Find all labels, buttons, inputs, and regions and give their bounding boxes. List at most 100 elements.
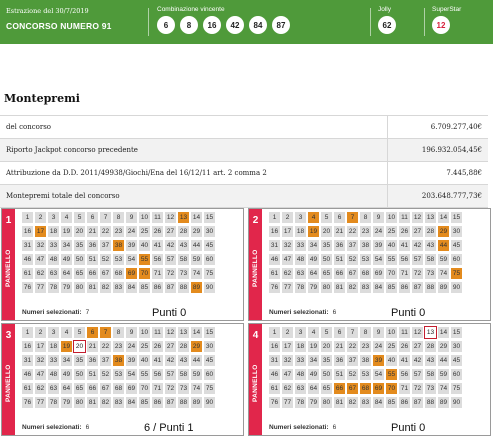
number-cell-24[interactable]: 24 — [373, 226, 384, 237]
number-cell-72[interactable]: 72 — [165, 268, 176, 279]
number-cell-12[interactable]: 12 — [412, 327, 423, 338]
number-cell-2[interactable]: 2 — [282, 327, 293, 338]
number-cell-26[interactable]: 26 — [152, 341, 163, 352]
number-cell-88[interactable]: 88 — [425, 282, 436, 293]
number-cell-52[interactable]: 52 — [100, 369, 111, 380]
number-cell-14[interactable]: 14 — [191, 212, 202, 223]
number-cell-8[interactable]: 8 — [360, 212, 371, 223]
number-cell-65[interactable]: 65 — [321, 383, 332, 394]
number-cell-60[interactable]: 60 — [451, 369, 462, 380]
number-cell-63[interactable]: 63 — [48, 383, 59, 394]
number-cell-31[interactable]: 31 — [269, 355, 280, 366]
number-cell-12[interactable]: 12 — [165, 212, 176, 223]
number-cell-4[interactable]: 4 — [308, 327, 319, 338]
number-cell-38[interactable]: 38 — [113, 240, 124, 251]
number-cell-66[interactable]: 66 — [334, 383, 345, 394]
number-cell-62[interactable]: 62 — [282, 383, 293, 394]
number-cell-56[interactable]: 56 — [399, 254, 410, 265]
number-cell-55[interactable]: 55 — [386, 254, 397, 265]
number-cell-75[interactable]: 75 — [204, 268, 215, 279]
number-cell-34[interactable]: 34 — [61, 240, 72, 251]
number-cell-58[interactable]: 58 — [425, 369, 436, 380]
number-cell-26[interactable]: 26 — [152, 226, 163, 237]
number-cell-72[interactable]: 72 — [412, 268, 423, 279]
number-cell-3[interactable]: 3 — [48, 327, 59, 338]
number-cell-20[interactable]: 20 — [74, 226, 85, 237]
number-cell-74[interactable]: 74 — [191, 268, 202, 279]
number-cell-33[interactable]: 33 — [295, 355, 306, 366]
number-cell-78[interactable]: 78 — [48, 282, 59, 293]
number-cell-57[interactable]: 57 — [165, 254, 176, 265]
number-cell-14[interactable]: 14 — [438, 212, 449, 223]
number-cell-28[interactable]: 28 — [178, 341, 189, 352]
number-cell-76[interactable]: 76 — [22, 397, 33, 408]
number-cell-2[interactable]: 2 — [35, 212, 46, 223]
number-cell-12[interactable]: 12 — [165, 327, 176, 338]
number-cell-23[interactable]: 23 — [113, 341, 124, 352]
number-cell-66[interactable]: 66 — [87, 383, 98, 394]
number-cell-15[interactable]: 15 — [204, 327, 215, 338]
number-cell-85[interactable]: 85 — [139, 282, 150, 293]
number-cell-70[interactable]: 70 — [139, 383, 150, 394]
number-cell-49[interactable]: 49 — [61, 254, 72, 265]
number-cell-84[interactable]: 84 — [126, 397, 137, 408]
number-cell-77[interactable]: 77 — [282, 397, 293, 408]
number-cell-48[interactable]: 48 — [48, 254, 59, 265]
number-cell-65[interactable]: 65 — [321, 268, 332, 279]
number-cell-19[interactable]: 19 — [61, 341, 72, 352]
number-cell-9[interactable]: 9 — [126, 212, 137, 223]
number-cell-82[interactable]: 82 — [100, 282, 111, 293]
number-cell-42[interactable]: 42 — [165, 355, 176, 366]
number-cell-7[interactable]: 7 — [347, 327, 358, 338]
number-cell-34[interactable]: 34 — [308, 240, 319, 251]
number-cell-85[interactable]: 85 — [386, 282, 397, 293]
number-cell-9[interactable]: 9 — [373, 212, 384, 223]
number-cell-64[interactable]: 64 — [308, 268, 319, 279]
number-cell-33[interactable]: 33 — [295, 240, 306, 251]
number-cell-64[interactable]: 64 — [61, 268, 72, 279]
number-cell-24[interactable]: 24 — [373, 341, 384, 352]
number-cell-23[interactable]: 23 — [360, 341, 371, 352]
number-cell-10[interactable]: 10 — [139, 327, 150, 338]
number-cell-22[interactable]: 22 — [347, 341, 358, 352]
number-cell-61[interactable]: 61 — [22, 383, 33, 394]
number-cell-17[interactable]: 17 — [35, 341, 46, 352]
number-cell-68[interactable]: 68 — [360, 383, 371, 394]
number-cell-48[interactable]: 48 — [295, 369, 306, 380]
number-cell-46[interactable]: 46 — [269, 369, 280, 380]
number-cell-46[interactable]: 46 — [269, 254, 280, 265]
number-cell-71[interactable]: 71 — [399, 383, 410, 394]
number-cell-25[interactable]: 25 — [386, 226, 397, 237]
number-cell-37[interactable]: 37 — [347, 240, 358, 251]
number-cell-51[interactable]: 51 — [87, 254, 98, 265]
number-cell-17[interactable]: 17 — [35, 226, 46, 237]
number-cell-17[interactable]: 17 — [282, 341, 293, 352]
number-cell-72[interactable]: 72 — [412, 383, 423, 394]
number-cell-84[interactable]: 84 — [373, 282, 384, 293]
number-cell-86[interactable]: 86 — [152, 397, 163, 408]
number-cell-6[interactable]: 6 — [87, 212, 98, 223]
number-cell-57[interactable]: 57 — [412, 254, 423, 265]
number-cell-33[interactable]: 33 — [48, 355, 59, 366]
number-cell-74[interactable]: 74 — [438, 268, 449, 279]
number-cell-78[interactable]: 78 — [295, 282, 306, 293]
number-cell-18[interactable]: 18 — [48, 341, 59, 352]
number-cell-49[interactable]: 49 — [308, 369, 319, 380]
number-cell-87[interactable]: 87 — [412, 397, 423, 408]
number-cell-32[interactable]: 32 — [282, 355, 293, 366]
number-cell-35[interactable]: 35 — [74, 355, 85, 366]
number-cell-30[interactable]: 30 — [451, 341, 462, 352]
number-cell-18[interactable]: 18 — [295, 341, 306, 352]
number-cell-4[interactable]: 4 — [61, 212, 72, 223]
number-cell-1[interactable]: 1 — [269, 327, 280, 338]
number-cell-21[interactable]: 21 — [334, 341, 345, 352]
number-cell-20[interactable]: 20 — [321, 226, 332, 237]
number-cell-69[interactable]: 69 — [373, 383, 384, 394]
number-cell-60[interactable]: 60 — [204, 369, 215, 380]
number-cell-33[interactable]: 33 — [48, 240, 59, 251]
number-cell-55[interactable]: 55 — [139, 369, 150, 380]
number-cell-67[interactable]: 67 — [100, 268, 111, 279]
number-cell-79[interactable]: 79 — [308, 397, 319, 408]
number-cell-68[interactable]: 68 — [113, 383, 124, 394]
number-cell-36[interactable]: 36 — [334, 355, 345, 366]
